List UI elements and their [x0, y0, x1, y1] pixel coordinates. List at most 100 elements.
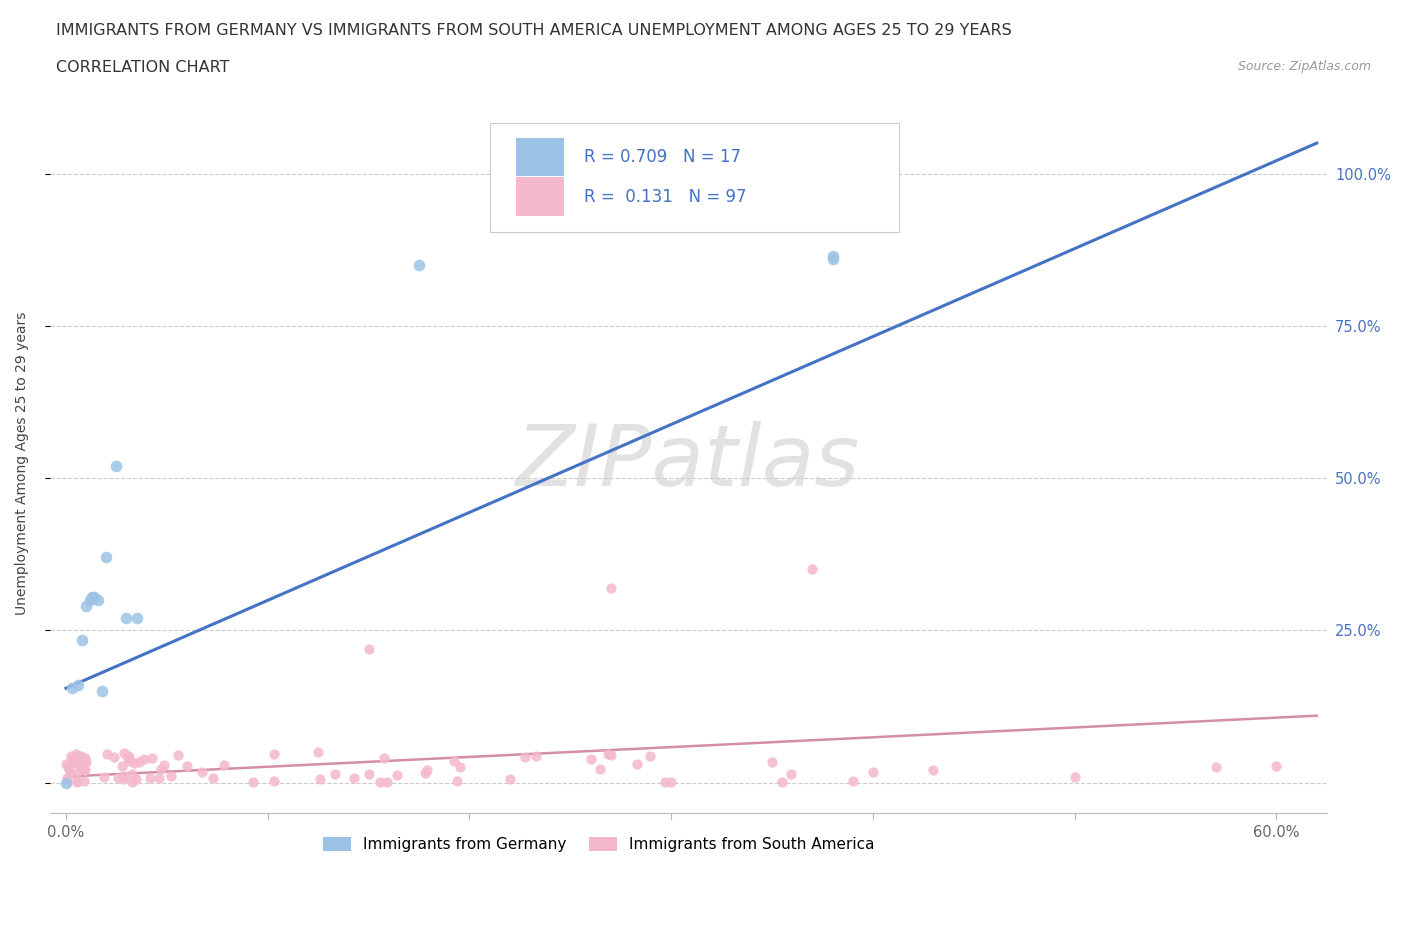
Point [408, 258, 430, 272]
Point [343, 771, 366, 786]
Point [499, 772, 522, 787]
Point [373, 751, 395, 765]
Point [58, 761, 80, 776]
Point [176, 759, 198, 774]
Point [59, 764, 82, 779]
Point [60, 749, 83, 764]
Point [63, 751, 86, 765]
Point [599, 580, 621, 595]
Point [103, 750, 125, 764]
Point [1265, 759, 1288, 774]
Point [128, 755, 150, 770]
Point [579, 751, 602, 766]
Point [377, 774, 399, 789]
Legend: Immigrants from Germany, Immigrants from South America: Immigrants from Germany, Immigrants from… [318, 830, 880, 858]
Point [862, 764, 884, 779]
Point [73, 763, 96, 777]
Point [191, 764, 214, 779]
Point [79, 592, 101, 607]
Point [60, 681, 83, 696]
Point [118, 753, 141, 768]
Point [779, 767, 801, 782]
Point [96, 550, 118, 565]
Point [159, 768, 181, 783]
Text: IMMIGRANTS FROM GERMANY VS IMMIGRANTS FROM SOUTH AMERICA UNEMPLOYMENT AMONG AGES: IMMIGRANTS FROM GERMANY VS IMMIGRANTS FR… [56, 23, 1012, 38]
Point [132, 751, 155, 766]
Point [638, 749, 661, 764]
Point [599, 748, 621, 763]
Point [323, 766, 346, 781]
Point [112, 746, 135, 761]
Point [307, 745, 329, 760]
Point [263, 774, 285, 789]
Point [212, 757, 235, 772]
Point [66, 751, 89, 765]
Point [69, 761, 91, 776]
Point [821, 248, 844, 263]
Point [112, 771, 135, 786]
Point [309, 771, 332, 786]
Point [75, 751, 97, 765]
Point [63, 751, 86, 766]
Point [83, 590, 105, 604]
Point [166, 748, 188, 763]
Point [821, 251, 844, 266]
Text: ZIPatlas: ZIPatlas [516, 421, 860, 504]
Point [107, 770, 129, 785]
Point [922, 763, 945, 777]
Point [841, 773, 863, 788]
Point [55, 757, 77, 772]
Point [1205, 760, 1227, 775]
Point [385, 768, 408, 783]
Point [125, 611, 148, 626]
Point [449, 759, 471, 774]
Bar [516, 138, 564, 176]
Text: R =  0.131   N = 97: R = 0.131 N = 97 [583, 188, 747, 206]
Point [93, 769, 115, 784]
Point [124, 771, 146, 786]
Point [65, 747, 87, 762]
Point [659, 775, 682, 790]
Point [69, 757, 91, 772]
Point [69, 749, 91, 764]
Point [626, 757, 648, 772]
Point [524, 749, 547, 764]
Point [59, 752, 82, 767]
Point [96, 747, 118, 762]
Point [75, 599, 97, 614]
Bar [516, 178, 564, 216]
Point [62, 753, 84, 768]
Point [152, 758, 174, 773]
Point [124, 755, 146, 770]
Point [589, 762, 612, 777]
Point [446, 774, 468, 789]
Point [443, 754, 465, 769]
FancyBboxPatch shape [491, 123, 898, 232]
Point [105, 458, 128, 473]
Point [121, 774, 143, 789]
Text: Source: ZipAtlas.com: Source: ZipAtlas.com [1237, 60, 1371, 73]
Point [112, 768, 135, 783]
Point [70, 632, 93, 647]
Point [115, 611, 138, 626]
Point [65, 767, 87, 782]
Point [65, 774, 87, 789]
Point [513, 750, 536, 764]
Point [596, 747, 619, 762]
Point [56, 774, 79, 789]
Point [357, 641, 380, 656]
Point [75, 754, 97, 769]
Point [111, 759, 134, 774]
Point [121, 767, 143, 782]
Point [67, 753, 90, 768]
Point [70, 751, 93, 765]
Point [1063, 770, 1085, 785]
Point [56, 771, 79, 786]
Point [67, 678, 90, 693]
Point [65, 750, 87, 764]
Text: CORRELATION CHART: CORRELATION CHART [56, 60, 229, 75]
Point [73, 763, 96, 777]
Point [263, 747, 285, 762]
Point [55, 776, 77, 790]
Point [242, 775, 264, 790]
